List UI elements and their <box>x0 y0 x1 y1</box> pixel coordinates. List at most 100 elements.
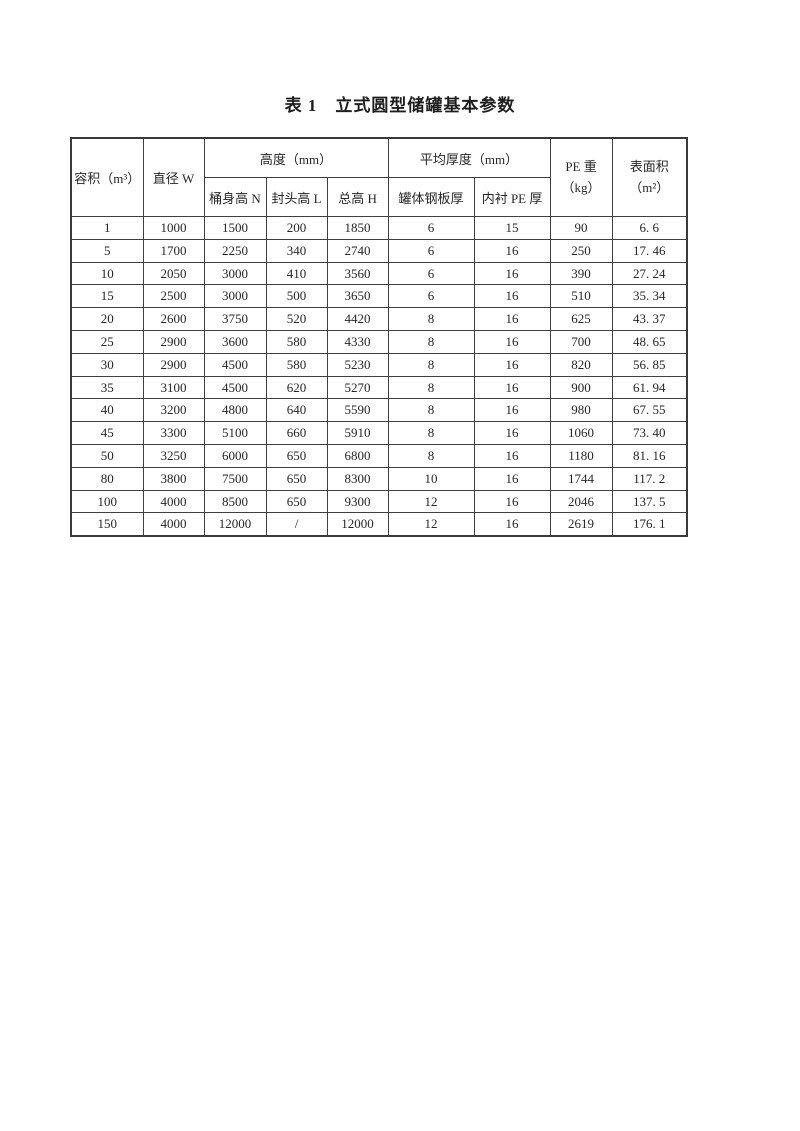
table-cell: 6. 6 <box>611 216 688 240</box>
table-row: 10 2050 3000 410 3560 6 16 390 27. 24 <box>70 261 688 286</box>
header-surface-area-line1: 表面积 <box>629 159 669 175</box>
table-cell: 2500 <box>142 284 205 309</box>
header-height-body: 桶身高 N <box>203 177 267 217</box>
table-row: 80 3800 7500 650 8300 10 16 1744 117. 2 <box>70 466 688 491</box>
table-row: 25 2900 3600 580 4330 8 16 700 48. 65 <box>70 329 688 354</box>
table-cell: 16 <box>473 352 551 377</box>
table-cell: 17. 46 <box>611 238 688 263</box>
table-cell: 50 <box>70 443 144 468</box>
table-cell: 8300 <box>326 466 389 491</box>
header-thickness-steel: 罐体钢板厚 <box>387 177 475 217</box>
table-cell: 500 <box>265 284 328 309</box>
table-cell: 73. 40 <box>611 421 688 445</box>
table-cell: 6800 <box>326 443 389 468</box>
table-cell: 5 <box>70 238 144 263</box>
table-cell: 9300 <box>326 489 389 514</box>
header-volume: 容积（m³） <box>70 137 144 217</box>
table-cell: 1850 <box>326 216 389 240</box>
table-cell: 137. 5 <box>611 489 688 514</box>
table-cell: 12 <box>387 512 475 537</box>
table-cell: 3100 <box>142 375 205 400</box>
table-cell: 200 <box>265 216 328 240</box>
table-cell: 520 <box>265 307 328 331</box>
table-cell: 3200 <box>142 398 205 423</box>
table-cell: 8 <box>387 329 475 354</box>
table-cell: 580 <box>265 329 328 354</box>
table-cell: 5230 <box>326 352 389 377</box>
table-cell: 625 <box>549 307 613 331</box>
table-row: 50 3250 6000 650 6800 8 16 1180 81. 16 <box>70 443 688 468</box>
table-cell: 27. 24 <box>611 261 688 286</box>
table-cell: 6 <box>387 238 475 263</box>
table-cell: 1000 <box>142 216 205 240</box>
table-cell: 8 <box>387 398 475 423</box>
table-cell: 90 <box>549 216 613 240</box>
table-cell: 3000 <box>203 261 267 286</box>
table-cell: 35 <box>70 375 144 400</box>
table-cell: 2046 <box>549 489 613 514</box>
table-cell: 1744 <box>549 466 613 491</box>
table-cell: 150 <box>70 512 144 537</box>
table-cell: 10 <box>70 261 144 286</box>
table-cell: 45 <box>70 421 144 445</box>
table-cell: 640 <box>265 398 328 423</box>
table-cell: 8 <box>387 352 475 377</box>
table-cell: 650 <box>265 443 328 468</box>
table-cell: 81. 16 <box>611 443 688 468</box>
table-row: 35 3100 4500 620 5270 8 16 900 61. 94 <box>70 375 688 400</box>
table-cell: 410 <box>265 261 328 286</box>
table-row: 45 3300 5100 660 5910 8 16 1060 73. 40 <box>70 421 688 445</box>
table-row: 15 2500 3000 500 3650 6 16 510 35. 34 <box>70 284 688 309</box>
table-cell: 7500 <box>203 466 267 491</box>
table-cell: 8 <box>387 443 475 468</box>
table-cell: 3800 <box>142 466 205 491</box>
table-cell: 3650 <box>326 284 389 309</box>
table-cell: 4000 <box>142 489 205 514</box>
header-pe-weight-line2: （kg） <box>561 179 601 195</box>
table-cell: 16 <box>473 489 551 514</box>
table-cell: 650 <box>265 489 328 514</box>
table-cell: 900 <box>549 375 613 400</box>
table-row: 150 4000 12000/12000 12 16 2619 176. 1 <box>70 512 688 537</box>
table-cell: 4500 <box>203 375 267 400</box>
table-cell: 8 <box>387 421 475 445</box>
header-height-group: 高度（mm） <box>203 137 389 178</box>
table-cell: 6 <box>387 216 475 240</box>
header-row-2: 桶身高 N 封头高 L 总高 H 罐体钢板厚 内衬 PE 厚 <box>71 177 687 217</box>
table-cell: 117. 2 <box>611 466 688 491</box>
table-cell: 1700 <box>142 238 205 263</box>
table-cell: 250 <box>549 238 613 263</box>
table-cell: 12000 <box>326 512 389 537</box>
table-cell: 40 <box>70 398 144 423</box>
table-cell: 16 <box>473 261 551 286</box>
table-cell: 2050 <box>142 261 205 286</box>
table-header: 容积（m³） 直径 W 高度（mm） 平均厚度（mm） PE 重 （kg） 表面… <box>70 137 688 217</box>
table-cell: 4500 <box>203 352 267 377</box>
table-cell: 980 <box>549 398 613 423</box>
header-pe-weight-line1: PE 重 <box>565 159 597 175</box>
table-cell: 4330 <box>326 329 389 354</box>
table-cell: 3300 <box>142 421 205 445</box>
table-row: 100 4000 8500 650 9300 12 16 2046 137. 5 <box>70 489 688 514</box>
table-cell: 660 <box>265 421 328 445</box>
table-cell: 16 <box>473 421 551 445</box>
table-cell: 12000 <box>203 512 267 537</box>
tank-parameters-table: 容积（m³） 直径 W 高度（mm） 平均厚度（mm） PE 重 （kg） 表面… <box>70 137 689 538</box>
table-cell: 35. 34 <box>611 284 688 309</box>
table-cell: 6 <box>387 261 475 286</box>
table-cell: 1 <box>70 216 144 240</box>
table-cell: 16 <box>473 284 551 309</box>
table-row: 5 1700 2250 340 2740 6 16 250 17. 46 <box>70 238 688 263</box>
table-cell: 16 <box>473 466 551 491</box>
table-cell: 15 <box>473 216 551 240</box>
table-cell: 16 <box>473 512 551 537</box>
table-row: 20 2600 3750 520 4420 8 16 625 43. 37 <box>70 307 688 331</box>
table-cell: 3560 <box>326 261 389 286</box>
table-cell: 12 <box>387 489 475 514</box>
table-cell: 43. 37 <box>611 307 688 331</box>
table-cell: 620 <box>265 375 328 400</box>
table-row: 1 1000 1500 200 1850 6 15 90 6. 6 <box>70 216 688 240</box>
table-cell: 580 <box>265 352 328 377</box>
table-row: 30 2900 4500 580 5230 8 16 820 56. 85 <box>70 352 688 377</box>
